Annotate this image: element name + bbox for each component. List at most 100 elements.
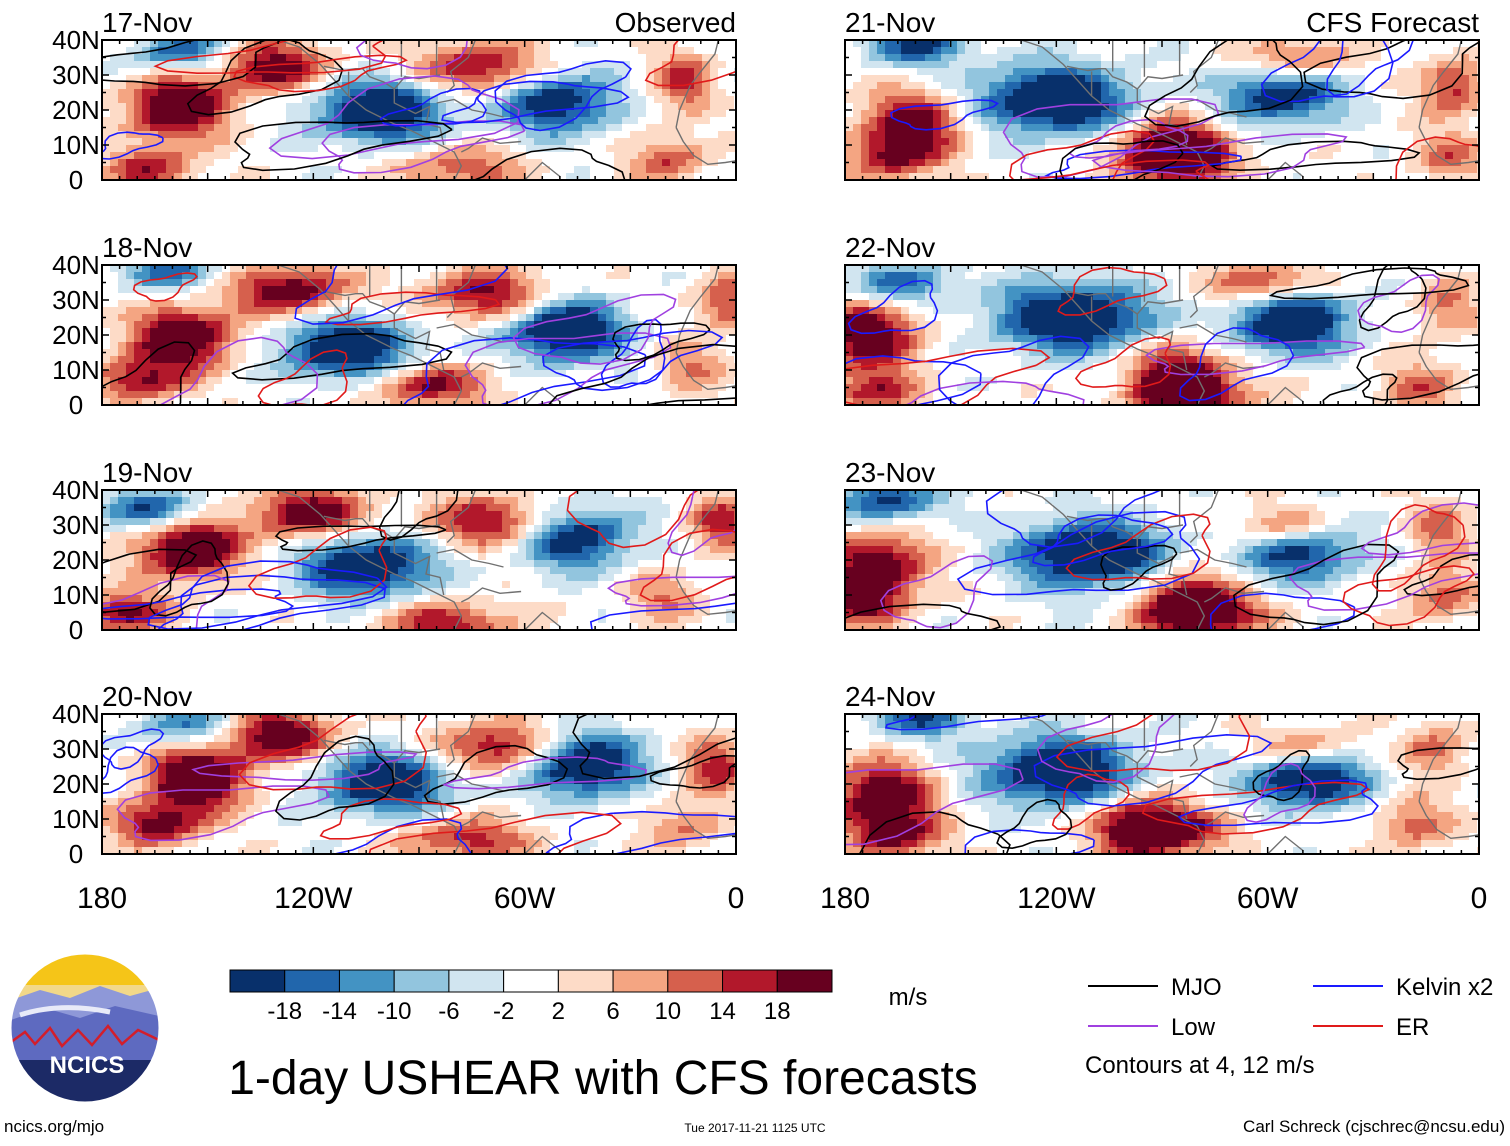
field-cell bbox=[278, 504, 287, 512]
field-cell bbox=[598, 314, 607, 322]
field-cell bbox=[246, 314, 255, 322]
field-cell bbox=[558, 602, 567, 610]
field-cell bbox=[190, 518, 199, 526]
field-cell bbox=[718, 328, 727, 336]
field-cell bbox=[670, 616, 679, 624]
field-cell bbox=[670, 377, 679, 385]
field-cell bbox=[518, 286, 527, 294]
panel-date-label: 17-Nov bbox=[102, 7, 192, 38]
field-cell bbox=[342, 47, 351, 55]
field-cell bbox=[534, 131, 543, 139]
field-cell bbox=[566, 560, 575, 568]
field-cell bbox=[110, 342, 119, 350]
field-cell bbox=[206, 497, 215, 505]
field-cell bbox=[702, 356, 711, 364]
field-cell bbox=[126, 159, 135, 167]
field-cell bbox=[166, 321, 175, 329]
field-cell bbox=[542, 138, 551, 146]
field-cell bbox=[246, 525, 255, 533]
field-cell bbox=[590, 40, 599, 48]
field-cell bbox=[502, 391, 511, 399]
field-cell bbox=[430, 539, 439, 547]
field-cell bbox=[150, 356, 159, 364]
field-cell bbox=[190, 68, 199, 76]
field-cell bbox=[670, 363, 679, 371]
field-cell bbox=[510, 96, 519, 104]
field-cell bbox=[726, 40, 735, 48]
field-cell bbox=[142, 110, 151, 118]
field-cell bbox=[174, 117, 183, 125]
field-cell bbox=[230, 293, 239, 301]
field-cell bbox=[326, 581, 335, 589]
field-cell bbox=[718, 131, 727, 139]
field-cell bbox=[574, 152, 583, 160]
field-cell bbox=[414, 166, 423, 174]
field-cell bbox=[366, 152, 375, 160]
field-cell bbox=[598, 602, 607, 610]
field-cell bbox=[638, 560, 647, 568]
field-cell bbox=[214, 391, 223, 399]
field-cell bbox=[262, 321, 271, 329]
field-cell bbox=[286, 391, 295, 399]
field-cell bbox=[286, 595, 295, 603]
field-cell bbox=[646, 567, 655, 575]
field-cell bbox=[198, 145, 207, 153]
field-cell bbox=[630, 279, 639, 287]
field-cell bbox=[614, 272, 623, 280]
field-cell bbox=[606, 539, 615, 547]
field-cell bbox=[662, 145, 671, 153]
field-cell bbox=[726, 145, 735, 153]
field-cell bbox=[726, 75, 735, 83]
field-cell bbox=[710, 82, 719, 90]
field-cell bbox=[462, 377, 471, 385]
field-cell bbox=[598, 131, 607, 139]
field-cell bbox=[518, 370, 527, 378]
field-cell bbox=[702, 567, 711, 575]
field-cell bbox=[246, 96, 255, 104]
field-cell bbox=[702, 166, 711, 174]
field-cell bbox=[334, 103, 343, 111]
field-cell bbox=[246, 89, 255, 97]
field-cell bbox=[166, 307, 175, 315]
field-cell bbox=[446, 384, 455, 392]
field-cell bbox=[286, 363, 295, 371]
field-cell bbox=[110, 300, 119, 308]
field-cell bbox=[222, 335, 231, 343]
field-cell bbox=[598, 391, 607, 399]
field-cell bbox=[398, 89, 407, 97]
field-cell bbox=[702, 47, 711, 55]
field-cell bbox=[398, 96, 407, 104]
field-cell bbox=[438, 40, 447, 48]
field-cell bbox=[590, 68, 599, 76]
field-cell bbox=[198, 314, 207, 322]
field-cell bbox=[102, 490, 111, 498]
field-cell bbox=[358, 384, 367, 392]
field-cell bbox=[206, 560, 215, 568]
field-cell bbox=[238, 518, 247, 526]
field-cell bbox=[222, 539, 231, 547]
field-cell bbox=[198, 131, 207, 139]
field-cell bbox=[342, 279, 351, 287]
field-cell bbox=[206, 61, 215, 69]
field-cell bbox=[174, 145, 183, 153]
field-cell bbox=[110, 384, 119, 392]
y-tick-label: 10N bbox=[52, 130, 100, 160]
field-cell bbox=[438, 616, 447, 624]
field-cell bbox=[558, 47, 567, 55]
field-cell bbox=[526, 504, 535, 512]
field-cell bbox=[550, 96, 559, 104]
field-cell bbox=[214, 159, 223, 167]
field-cell bbox=[230, 265, 239, 273]
field-cell bbox=[478, 272, 487, 280]
field-cell bbox=[174, 110, 183, 118]
field-cell bbox=[510, 40, 519, 48]
field-cell bbox=[406, 609, 415, 617]
field-cell bbox=[110, 40, 119, 48]
field-cell bbox=[142, 159, 151, 167]
field-cell bbox=[470, 279, 479, 287]
field-cell bbox=[630, 124, 639, 132]
field-cell bbox=[518, 581, 527, 589]
field-cell bbox=[646, 342, 655, 350]
field-cell bbox=[654, 518, 663, 526]
field-cell bbox=[318, 588, 327, 596]
